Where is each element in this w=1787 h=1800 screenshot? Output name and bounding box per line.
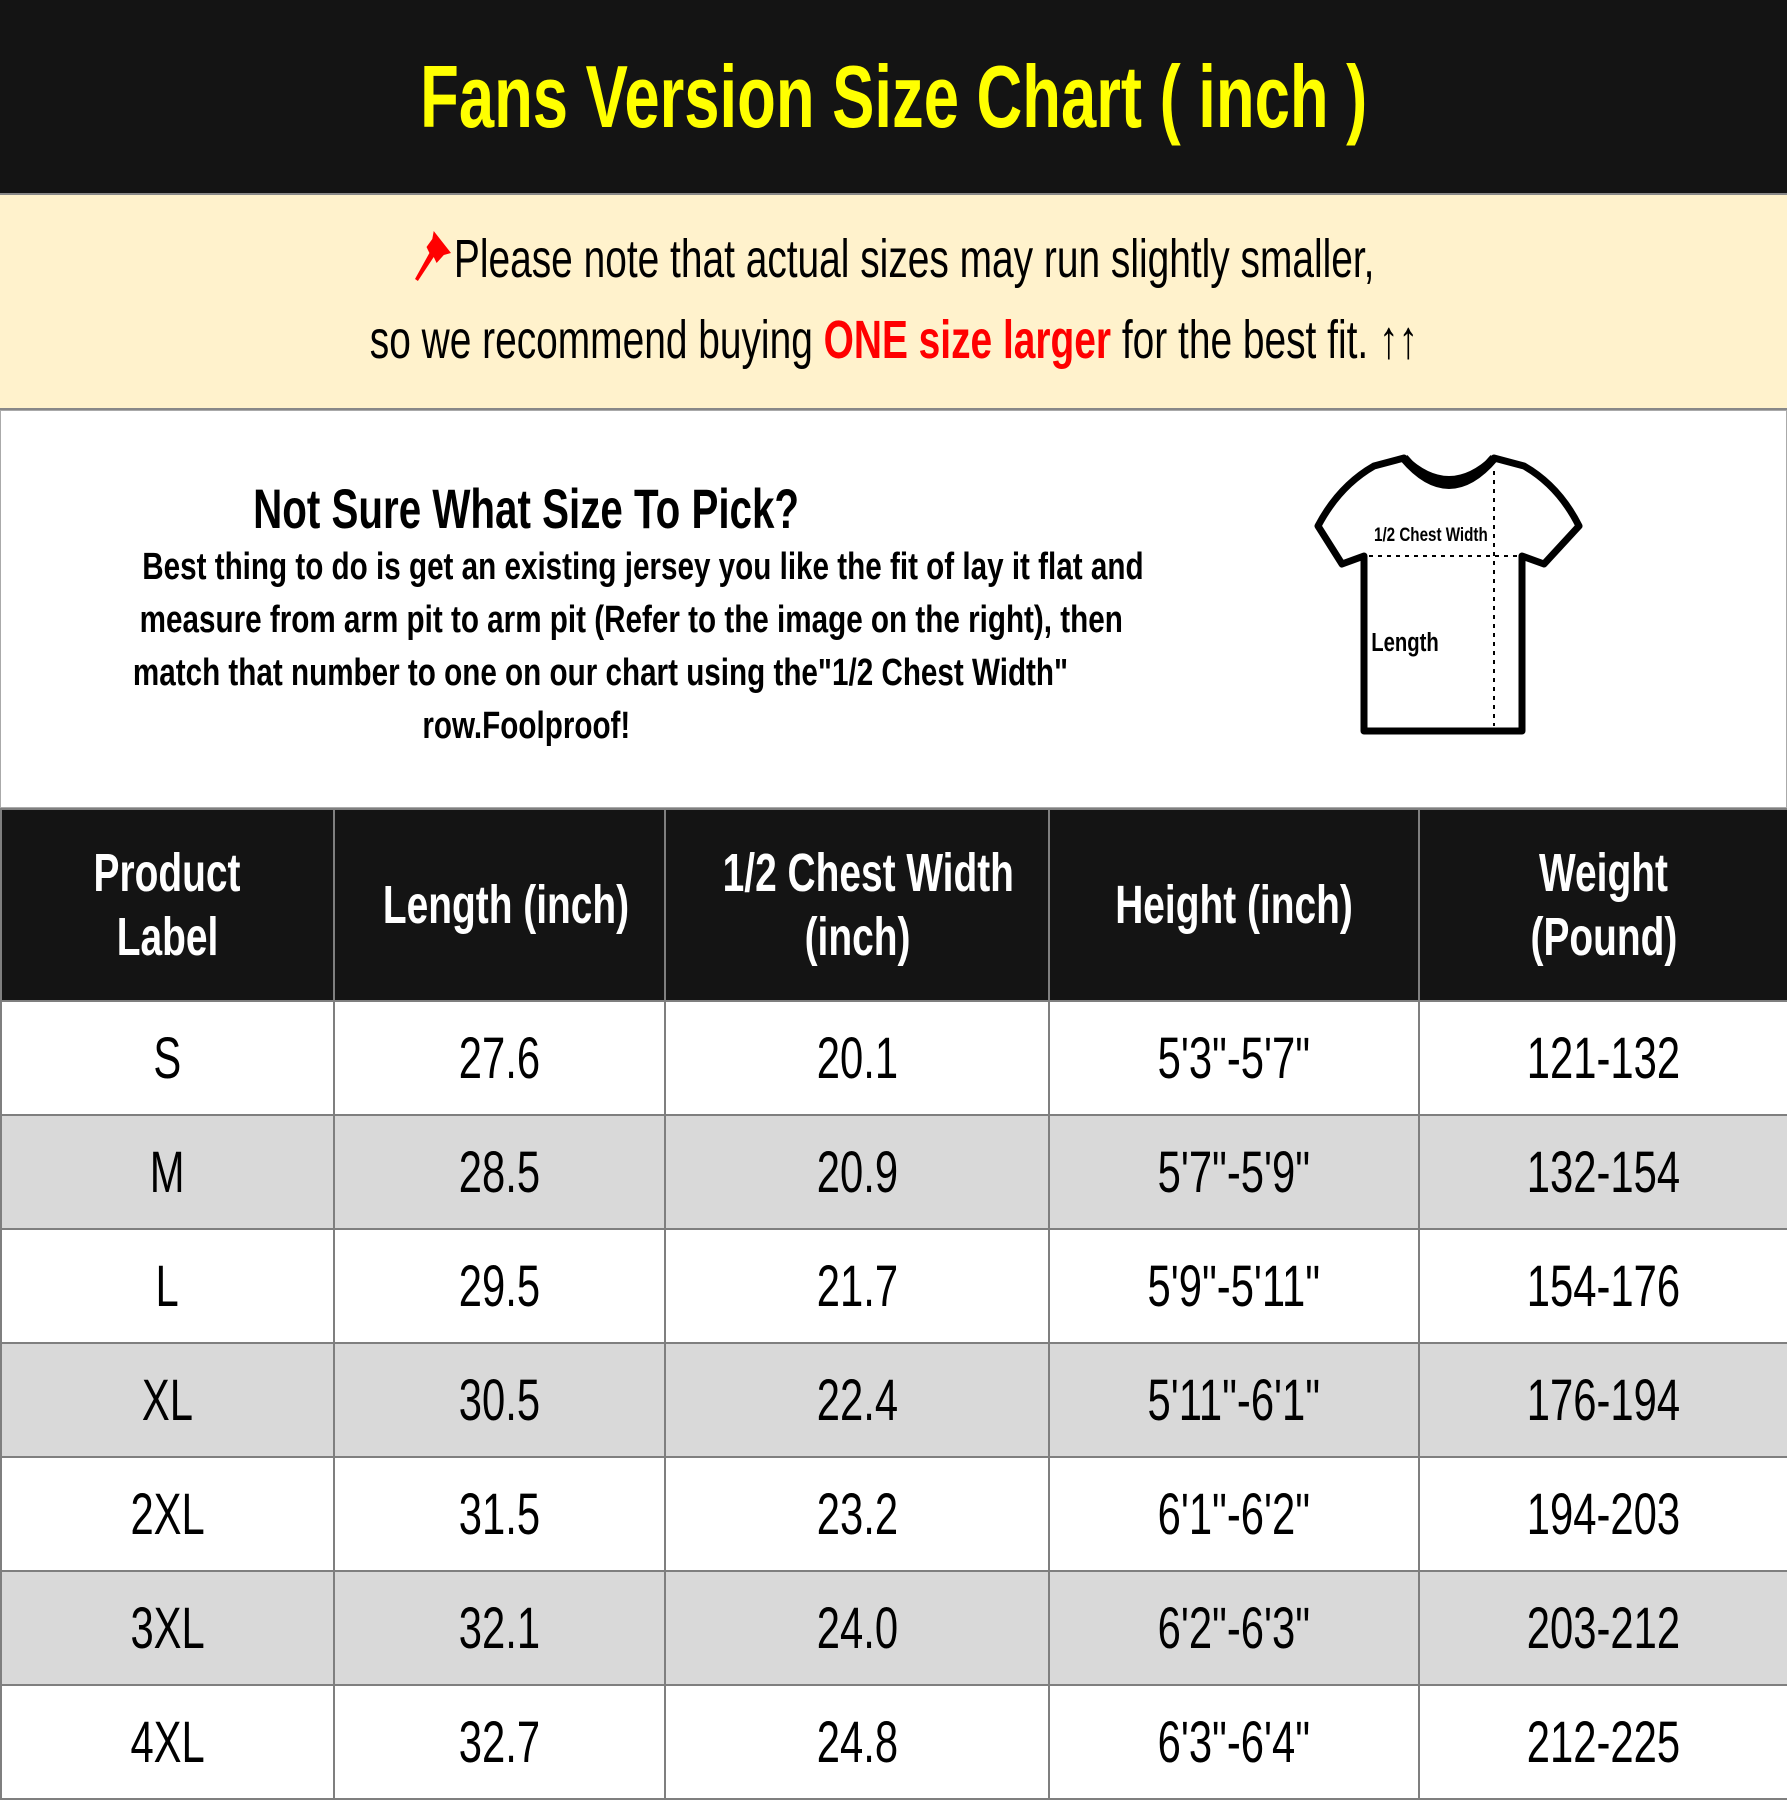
- table-cell: XL: [0, 1342, 335, 1458]
- table-cell: 20.1: [664, 1000, 1050, 1116]
- table-row: S 27.6 20.1 5'3"-5'7" 121-132: [0, 1000, 1787, 1116]
- table-cell: 4XL: [0, 1684, 335, 1800]
- table-cell: 20.9: [664, 1114, 1050, 1230]
- length-label: Length: [1371, 628, 1439, 657]
- table-cell: 24.8: [664, 1684, 1050, 1800]
- table-cell: 176-194: [1418, 1342, 1787, 1458]
- help-heading: Not Sure What Size To Pick?: [253, 477, 799, 540]
- table-cell: 29.5: [333, 1228, 666, 1344]
- table-cell: 132-154: [1418, 1114, 1787, 1230]
- size-help-section: Not Sure What Size To Pick? Best thing t…: [0, 410, 1787, 808]
- size-table: Product Label Length (inch) 1/2 Chest Width…: [0, 808, 1787, 1800]
- table-cell: 5'3"-5'7": [1048, 1000, 1420, 1116]
- column-header: 1/2 Chest Width (inch): [664, 808, 1050, 1002]
- table-cell: L: [0, 1228, 335, 1344]
- table-cell: 212-225: [1418, 1684, 1787, 1800]
- page-title: Fans Version Size Chart ( inch ): [0, 0, 1787, 193]
- column-header: Product Label: [0, 808, 335, 1002]
- table-cell: 203-212: [1418, 1570, 1787, 1686]
- table-row: M 28.5 20.9 5'7"-5'9" 132-154: [0, 1114, 1787, 1230]
- tshirt-diagram: 1/2 Chest Width Length: [1314, 454, 1583, 735]
- table-cell: 3XL: [0, 1570, 335, 1686]
- column-header: Length (inch): [333, 808, 666, 1002]
- table-cell: 32.7: [333, 1684, 666, 1800]
- table-cell: 154-176: [1418, 1228, 1787, 1344]
- table-cell: 6'1"-6'2": [1048, 1456, 1420, 1572]
- table-cell: M: [0, 1114, 335, 1230]
- table-cell: 194-203: [1418, 1456, 1787, 1572]
- table-cell: S: [0, 1000, 335, 1116]
- table-cell: 5'9"-5'11": [1048, 1228, 1420, 1344]
- table-cell: 31.5: [333, 1456, 666, 1572]
- pushpin-icon: [415, 231, 452, 281]
- table-cell: 32.1: [333, 1570, 666, 1686]
- sizing-note: Please note that actual sizes may run sl…: [0, 193, 1787, 410]
- table-cell: 121-132: [1418, 1000, 1787, 1116]
- table-cell: 6'2"-6'3": [1048, 1570, 1420, 1686]
- table-cell: 21.7: [664, 1228, 1050, 1344]
- note-highlight: ONE size larger: [823, 310, 1111, 370]
- table-cell: 30.5: [333, 1342, 666, 1458]
- table-cell: 6'3"-6'4": [1048, 1684, 1420, 1800]
- table-cell: 22.4: [664, 1342, 1050, 1458]
- table-row: 3XL 32.1 24.0 6'2"-6'3" 203-212: [0, 1570, 1787, 1686]
- help-text: Best thing to do is get an existing jers…: [132, 546, 1144, 747]
- column-header: Height (inch): [1048, 808, 1420, 1002]
- table-cell: 27.6: [333, 1000, 666, 1116]
- table-row: XL 30.5 22.4 5'11"-6'1" 176-194: [0, 1342, 1787, 1458]
- table-row: 2XL 31.5 23.2 6'1"-6'2" 194-203: [0, 1456, 1787, 1572]
- table-cell: 23.2: [664, 1456, 1050, 1572]
- table-cell: 24.0: [664, 1570, 1050, 1686]
- table-row: 4XL 32.7 24.8 6'3"-6'4" 212-225: [0, 1684, 1787, 1800]
- table-cell: 2XL: [0, 1456, 335, 1572]
- chest-width-label: 1/2 Chest Width: [1374, 523, 1488, 545]
- table-row: L 29.5 21.7 5'9"-5'11" 154-176: [0, 1228, 1787, 1344]
- table-cell: 5'11"-6'1": [1048, 1342, 1420, 1458]
- note-line-1: Please note that actual sizes may run sl…: [454, 229, 1375, 289]
- table-cell: 28.5: [333, 1114, 666, 1230]
- column-header: Weight (Pound): [1418, 808, 1787, 1002]
- table-cell: 5'7"-5'9": [1048, 1114, 1420, 1230]
